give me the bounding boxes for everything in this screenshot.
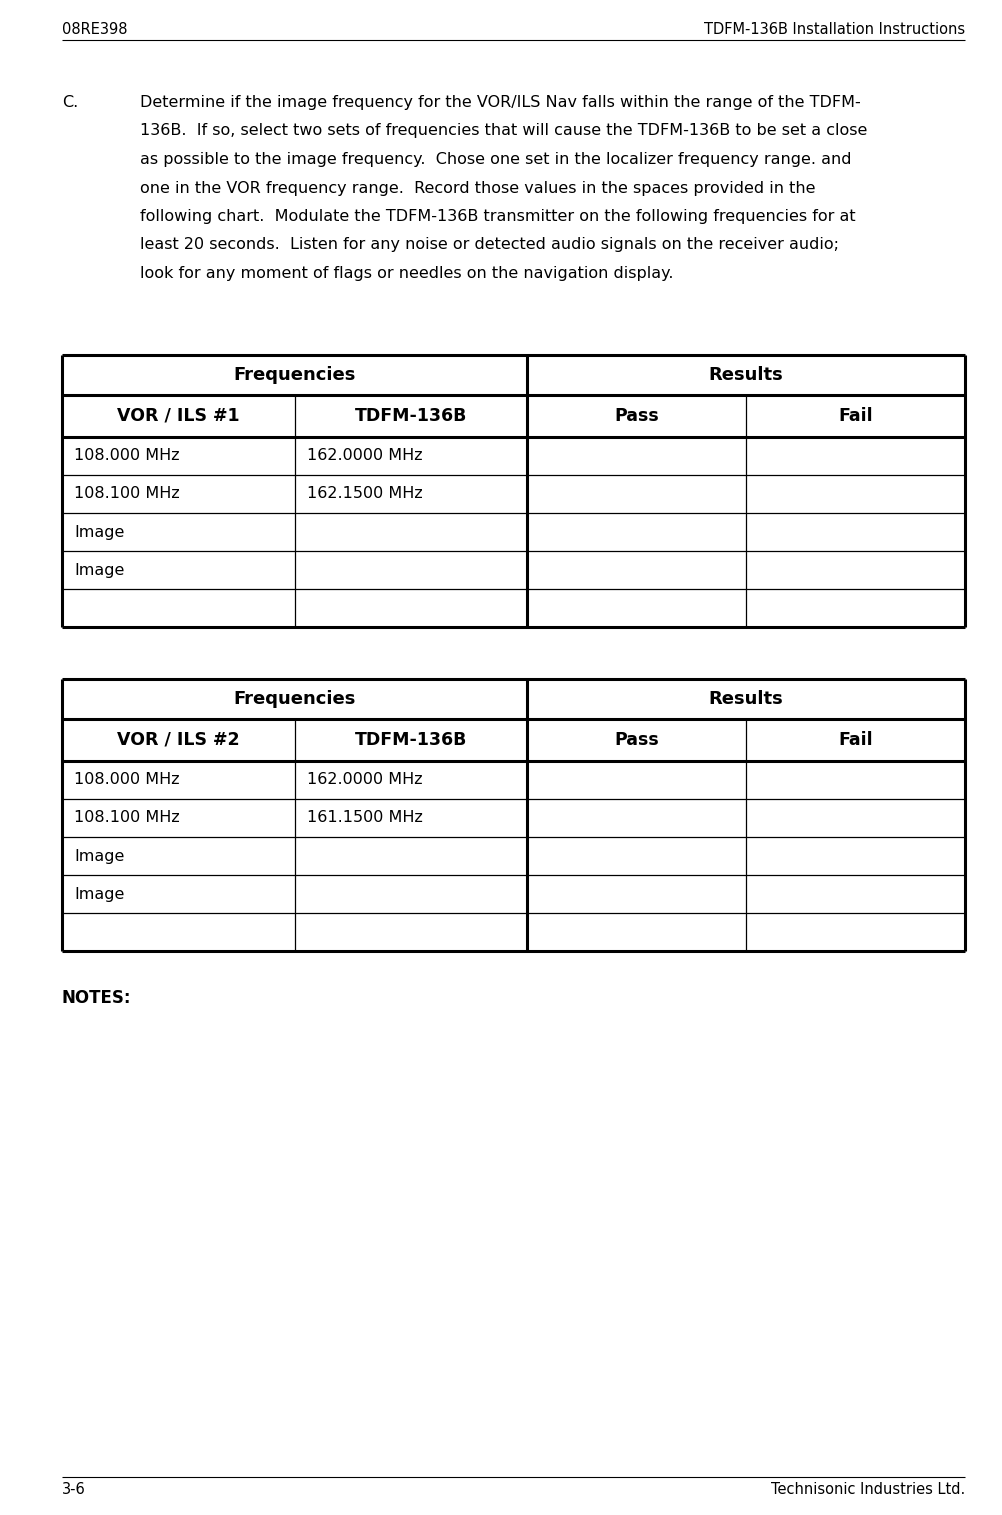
Text: Fail: Fail <box>838 732 872 748</box>
Text: 108.000 MHz: 108.000 MHz <box>74 773 179 788</box>
Text: 108.100 MHz: 108.100 MHz <box>74 486 179 501</box>
Text: 3-6: 3-6 <box>62 1482 85 1497</box>
Text: Results: Results <box>708 689 783 708</box>
Text: Determine if the image frequency for the VOR/ILS Nav falls within the range of t: Determine if the image frequency for the… <box>140 95 860 111</box>
Text: 161.1500 MHz: 161.1500 MHz <box>307 811 422 826</box>
Text: 162.0000 MHz: 162.0000 MHz <box>307 448 422 464</box>
Text: Technisonic Industries Ltd.: Technisonic Industries Ltd. <box>770 1482 964 1497</box>
Text: VOR / ILS #1: VOR / ILS #1 <box>117 408 239 426</box>
Text: Frequencies: Frequencies <box>233 367 356 383</box>
Text: Results: Results <box>708 367 783 383</box>
Text: Image: Image <box>74 848 124 864</box>
Text: TDFM-136B Installation Instructions: TDFM-136B Installation Instructions <box>703 23 964 36</box>
Text: Image: Image <box>74 562 124 577</box>
Text: Pass: Pass <box>613 732 658 748</box>
Text: VOR / ILS #2: VOR / ILS #2 <box>117 732 239 748</box>
Text: TDFM-136B: TDFM-136B <box>355 732 467 748</box>
Text: Image: Image <box>74 886 124 901</box>
Text: one in the VOR frequency range.  Record those values in the spaces provided in t: one in the VOR frequency range. Record t… <box>140 180 815 195</box>
Text: 108.000 MHz: 108.000 MHz <box>74 448 179 464</box>
Text: 162.1500 MHz: 162.1500 MHz <box>307 486 422 501</box>
Text: C.: C. <box>62 95 78 111</box>
Text: look for any moment of flags or needles on the navigation display.: look for any moment of flags or needles … <box>140 267 672 280</box>
Text: 136B.  If so, select two sets of frequencies that will cause the TDFM-136B to be: 136B. If so, select two sets of frequenc… <box>140 124 867 138</box>
Text: following chart.  Modulate the TDFM-136B transmitter on the following frequencie: following chart. Modulate the TDFM-136B … <box>140 209 855 224</box>
Text: least 20 seconds.  Listen for any noise or detected audio signals on the receive: least 20 seconds. Listen for any noise o… <box>140 238 838 253</box>
Text: 08RE398: 08RE398 <box>62 23 127 36</box>
Text: 162.0000 MHz: 162.0000 MHz <box>307 773 422 788</box>
Text: TDFM-136B: TDFM-136B <box>355 408 467 426</box>
Text: Image: Image <box>74 524 124 539</box>
Text: as possible to the image frequency.  Chose one set in the localizer frequency ra: as possible to the image frequency. Chos… <box>140 152 851 167</box>
Text: NOTES:: NOTES: <box>62 989 131 1007</box>
Text: Frequencies: Frequencies <box>233 689 356 708</box>
Text: Fail: Fail <box>838 408 872 426</box>
Text: 108.100 MHz: 108.100 MHz <box>74 811 179 826</box>
Text: Pass: Pass <box>613 408 658 426</box>
